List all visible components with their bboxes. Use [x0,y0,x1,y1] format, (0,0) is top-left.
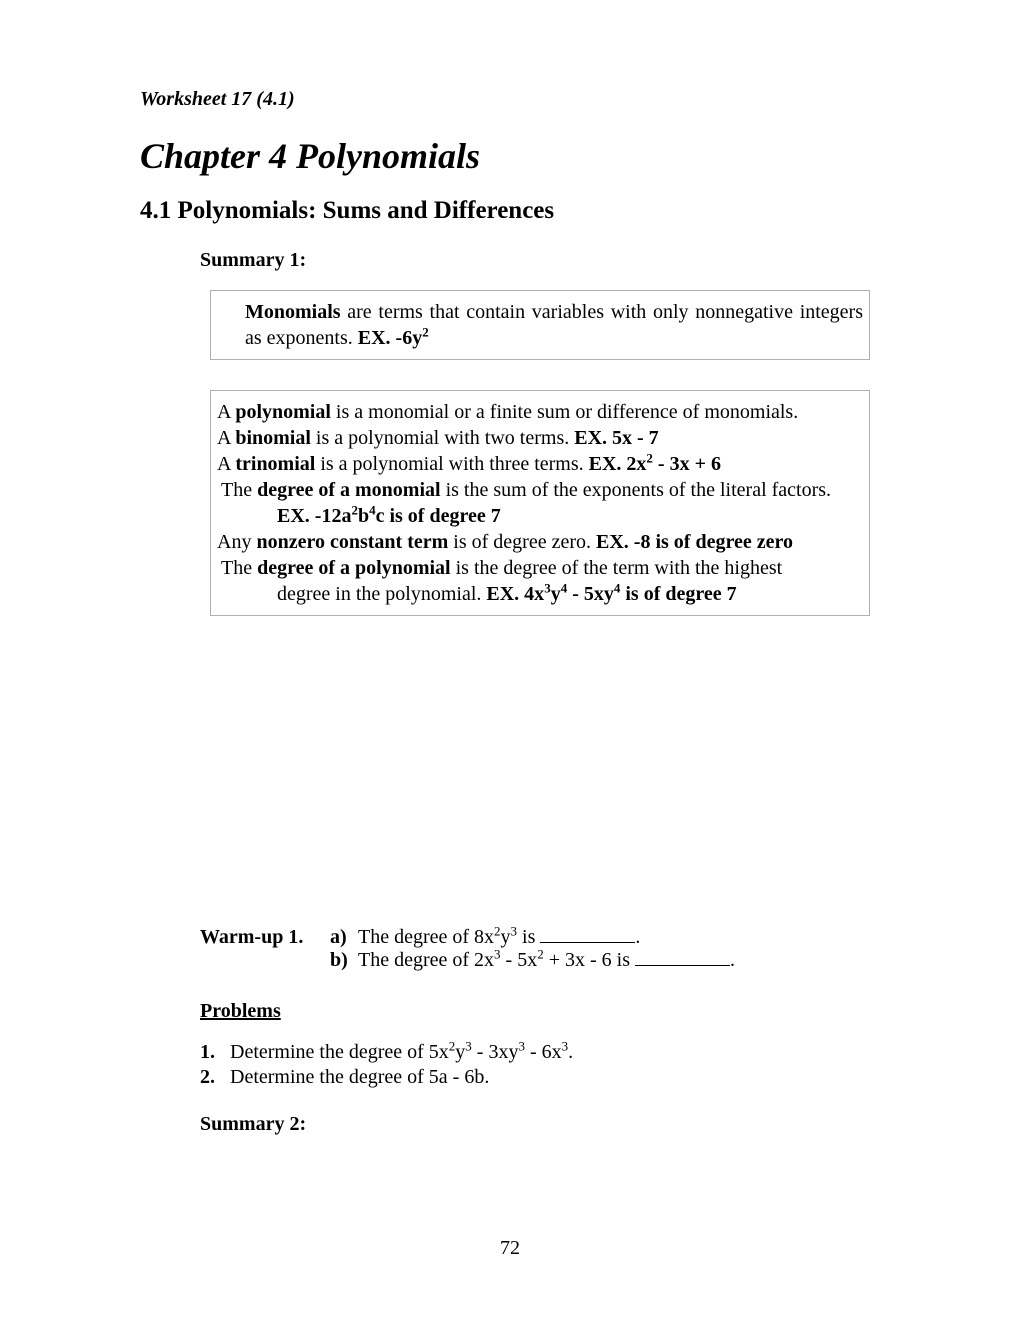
blank-b [635,965,730,966]
summary-2-label: Summary 2: [200,1113,890,1136]
term-degree-monomial: degree of a monomial [257,479,441,501]
term-nonzero-constant: nonzero constant term [256,531,448,553]
worksheet-label: Worksheet 17 (4.1) [140,88,890,111]
term-trinomial: trinomial [235,453,315,475]
worksheet-page: Worksheet 17 (4.1) Chapter 4 Polynomials… [0,0,1020,1136]
problem-1-num: 1. [200,1041,230,1064]
warmup-b-label: b) [330,949,358,972]
problem-2-text: Determine the degree of 5a - 6b. [230,1066,489,1089]
warmup-label: Warm-up 1. [200,926,330,949]
term-monomials: Monomials [245,301,341,323]
term-polynomial: polynomial [235,401,331,423]
summary-1-label: Summary 1: [200,249,890,272]
problems-heading: Problems [200,1000,890,1023]
blank-a [540,942,635,943]
section-title: 4.1 Polynomials: Sums and Differences [140,197,890,225]
definition-box-monomials: Monomials are terms that contain variabl… [210,290,870,360]
term-binomial: binomial [235,427,311,449]
definition-box-polynomials: A polynomial is a monomial or a finite s… [210,390,870,616]
warmup-a-text: The degree of 8x2y3 is . [358,926,890,949]
page-number: 72 [0,1237,1020,1260]
problem-1: 1. Determine the degree of 5x2y3 - 3xy3 … [200,1041,890,1064]
chapter-title: Chapter 4 Polynomials [140,135,890,177]
warmup-a-label: a) [330,926,358,949]
problem-2-num: 2. [200,1066,230,1089]
monomials-example: EX. -6y2 [358,327,429,349]
warmup-block: Warm-up 1. a) The degree of 8x2y3 is . b… [200,926,890,972]
term-degree-polynomial: degree of a polynomial [257,557,451,579]
warmup-b-text: The degree of 2x3 - 5x2 + 3x - 6 is . [358,949,890,972]
problem-2: 2. Determine the degree of 5a - 6b. [200,1066,890,1089]
problem-1-text: Determine the degree of 5x2y3 - 3xy3 - 6… [230,1041,573,1064]
